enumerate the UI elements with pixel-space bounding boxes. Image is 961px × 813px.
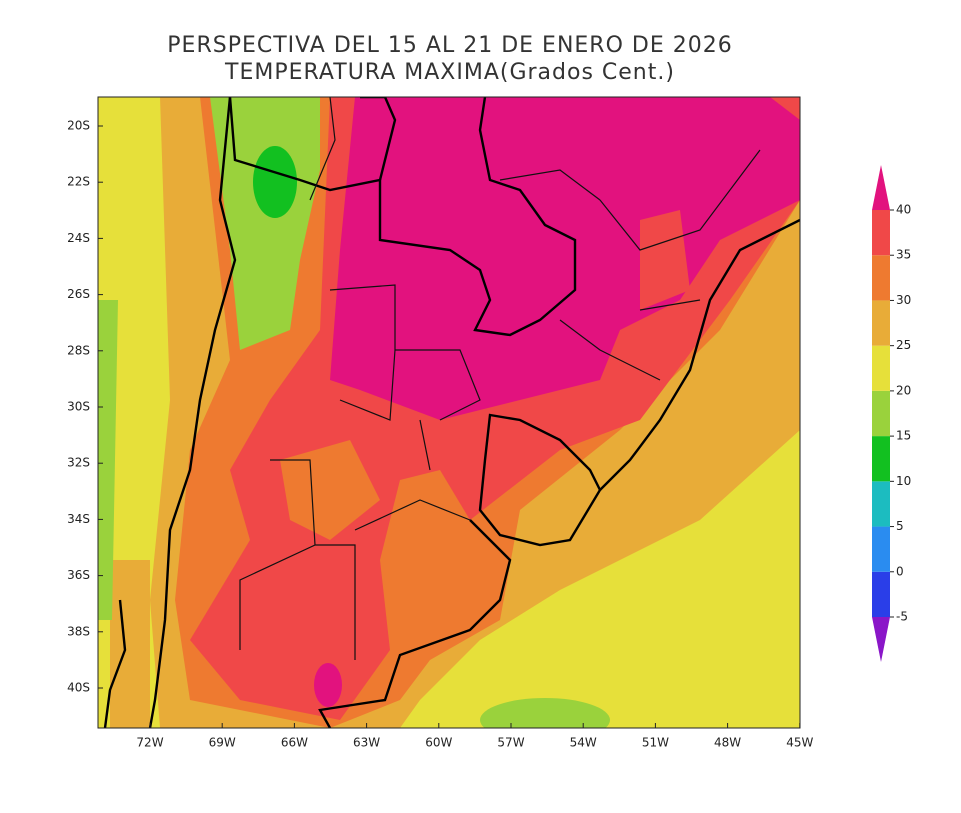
longitude-label: 66W	[281, 736, 308, 750]
longitude-label: 54W	[570, 736, 597, 750]
latitude-label: 26S	[67, 287, 90, 301]
latitude-label: 28S	[67, 343, 90, 357]
colorbar-label: 5	[896, 519, 904, 533]
colorbar-segment	[872, 436, 890, 482]
longitude-label: 63W	[353, 736, 380, 750]
latitude-label: 38S	[67, 624, 90, 638]
colorbar-label: 15	[896, 429, 911, 443]
longitude-label: 48W	[714, 736, 741, 750]
latitude-label: 36S	[67, 568, 90, 582]
colorbar-label: 40	[896, 203, 911, 217]
latitude-label: 32S	[67, 456, 90, 470]
longitude-label: 45W	[786, 736, 813, 750]
longitude-label: 60W	[425, 736, 452, 750]
colorbar-label: 30	[896, 293, 911, 307]
colorbar-segment	[872, 255, 890, 301]
colorbar-label: 20	[896, 383, 911, 397]
latitude-label: 22S	[67, 175, 90, 189]
colorbar-segment	[872, 571, 890, 617]
longitude-label: 57W	[497, 736, 524, 750]
temperature-map	[98, 97, 800, 728]
longitude-label: 72W	[136, 736, 163, 750]
colorbar-under	[872, 617, 890, 662]
colorbar-label: 25	[896, 338, 911, 352]
latitude-label: 40S	[67, 681, 90, 695]
title: PERSPECTIVA DEL 15 AL 21 DE ENERO DE 202…	[167, 33, 732, 58]
subtitle: TEMPERATURA MAXIMA(Grados Cent.)	[224, 60, 675, 85]
latitude-label: 30S	[67, 400, 90, 414]
latitude-label: 24S	[67, 231, 90, 245]
longitude-label: 69W	[209, 736, 236, 750]
colorbar-segment	[872, 526, 890, 572]
colorbar-label: -5	[896, 610, 908, 624]
longitude-label: 51W	[642, 736, 669, 750]
map-frame	[97, 96, 801, 729]
colorbar-segment	[872, 210, 890, 256]
latitude-label: 20S	[67, 119, 90, 133]
colorbar-label: 10	[896, 474, 911, 488]
colorbar-segment	[872, 390, 890, 437]
colorbar-segment	[872, 481, 890, 527]
latitude-label: 34S	[67, 512, 90, 526]
colorbar-segment	[872, 345, 890, 391]
colorbar-over	[872, 165, 890, 210]
colorbar-label: 35	[896, 248, 911, 262]
colorbar-label: 0	[896, 564, 904, 578]
colorbar-segment	[872, 300, 890, 346]
